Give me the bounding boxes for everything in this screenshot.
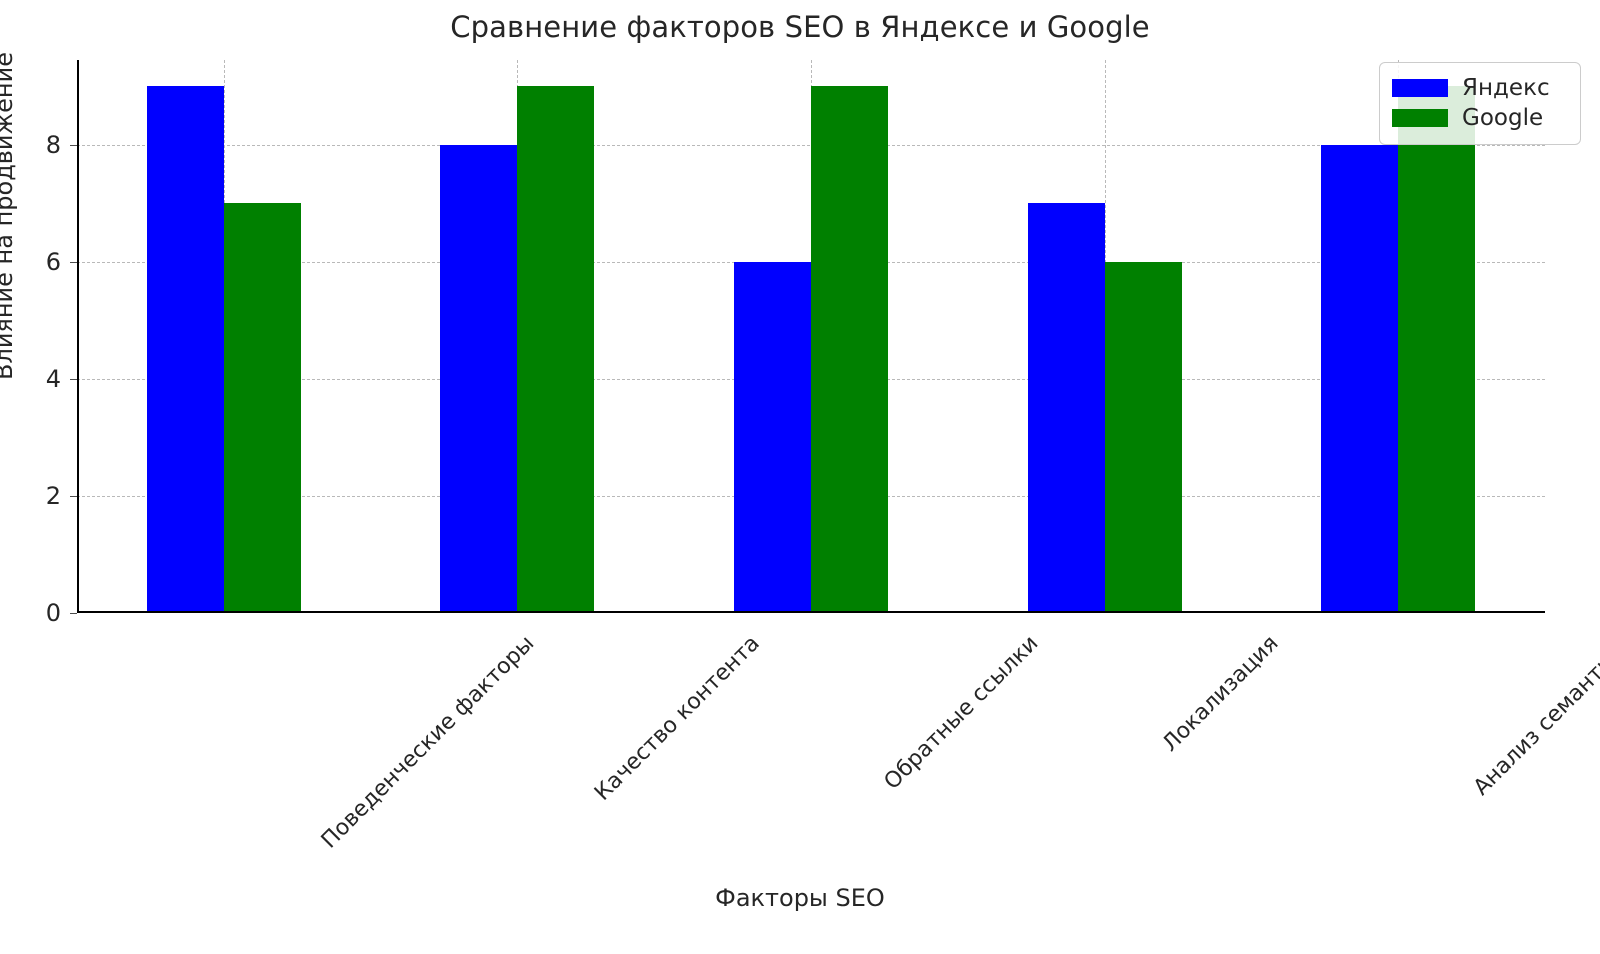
y-tick-label: 0 <box>45 599 61 627</box>
y-axis-title: Влияние на продвижение <box>0 52 18 380</box>
y-tick-label: 6 <box>45 247 61 276</box>
bar-google[interactable] <box>811 86 888 613</box>
x-tick-label: Поведенческие факторы <box>316 631 540 854</box>
legend-label-google: Google <box>1462 105 1544 131</box>
y-tick-label: 8 <box>45 130 61 159</box>
bar-google[interactable] <box>1104 261 1182 613</box>
chart-legend[interactable]: Яндекс Google <box>1379 62 1581 145</box>
y-tick-mark <box>70 261 77 263</box>
x-tick-label: Анализ семантики <box>1469 631 1600 801</box>
y-tick-label: 2 <box>45 481 61 510</box>
legend-item-google[interactable]: Google <box>1392 103 1568 133</box>
y-tick-mark <box>70 613 77 614</box>
bar-yandex[interactable] <box>1321 144 1399 613</box>
bar-google[interactable] <box>1398 86 1476 613</box>
legend-swatch-yandex <box>1392 79 1448 97</box>
chart-title: Сравнение факторов SEO в Яндексе и Googl… <box>450 10 1150 44</box>
bar-yandex[interactable] <box>1027 203 1105 613</box>
bar-google[interactable] <box>223 203 301 613</box>
x-tick-label: Качество контента <box>590 631 766 806</box>
bar-google[interactable] <box>517 86 595 613</box>
x-tick-label: Обратные ссылки <box>879 631 1044 795</box>
x-axis-title: Факторы SEO <box>715 884 885 912</box>
legend-swatch-google <box>1392 109 1448 127</box>
y-tick-mark <box>70 495 77 497</box>
legend-item-yandex[interactable]: Яндекс <box>1392 73 1568 103</box>
legend-label-yandex: Яндекс <box>1462 75 1550 101</box>
y-tick-mark <box>70 378 77 380</box>
x-tick-label: Локализация <box>1157 631 1284 757</box>
bar-yandex[interactable] <box>734 261 811 613</box>
bar-yandex[interactable] <box>440 144 518 613</box>
plot-area <box>70 60 1545 614</box>
x-axis-spine <box>77 611 1545 613</box>
y-axis-spine <box>77 60 79 613</box>
bar-yandex[interactable] <box>146 86 224 613</box>
y-tick-mark <box>70 144 77 146</box>
y-tick-label: 4 <box>45 364 61 393</box>
